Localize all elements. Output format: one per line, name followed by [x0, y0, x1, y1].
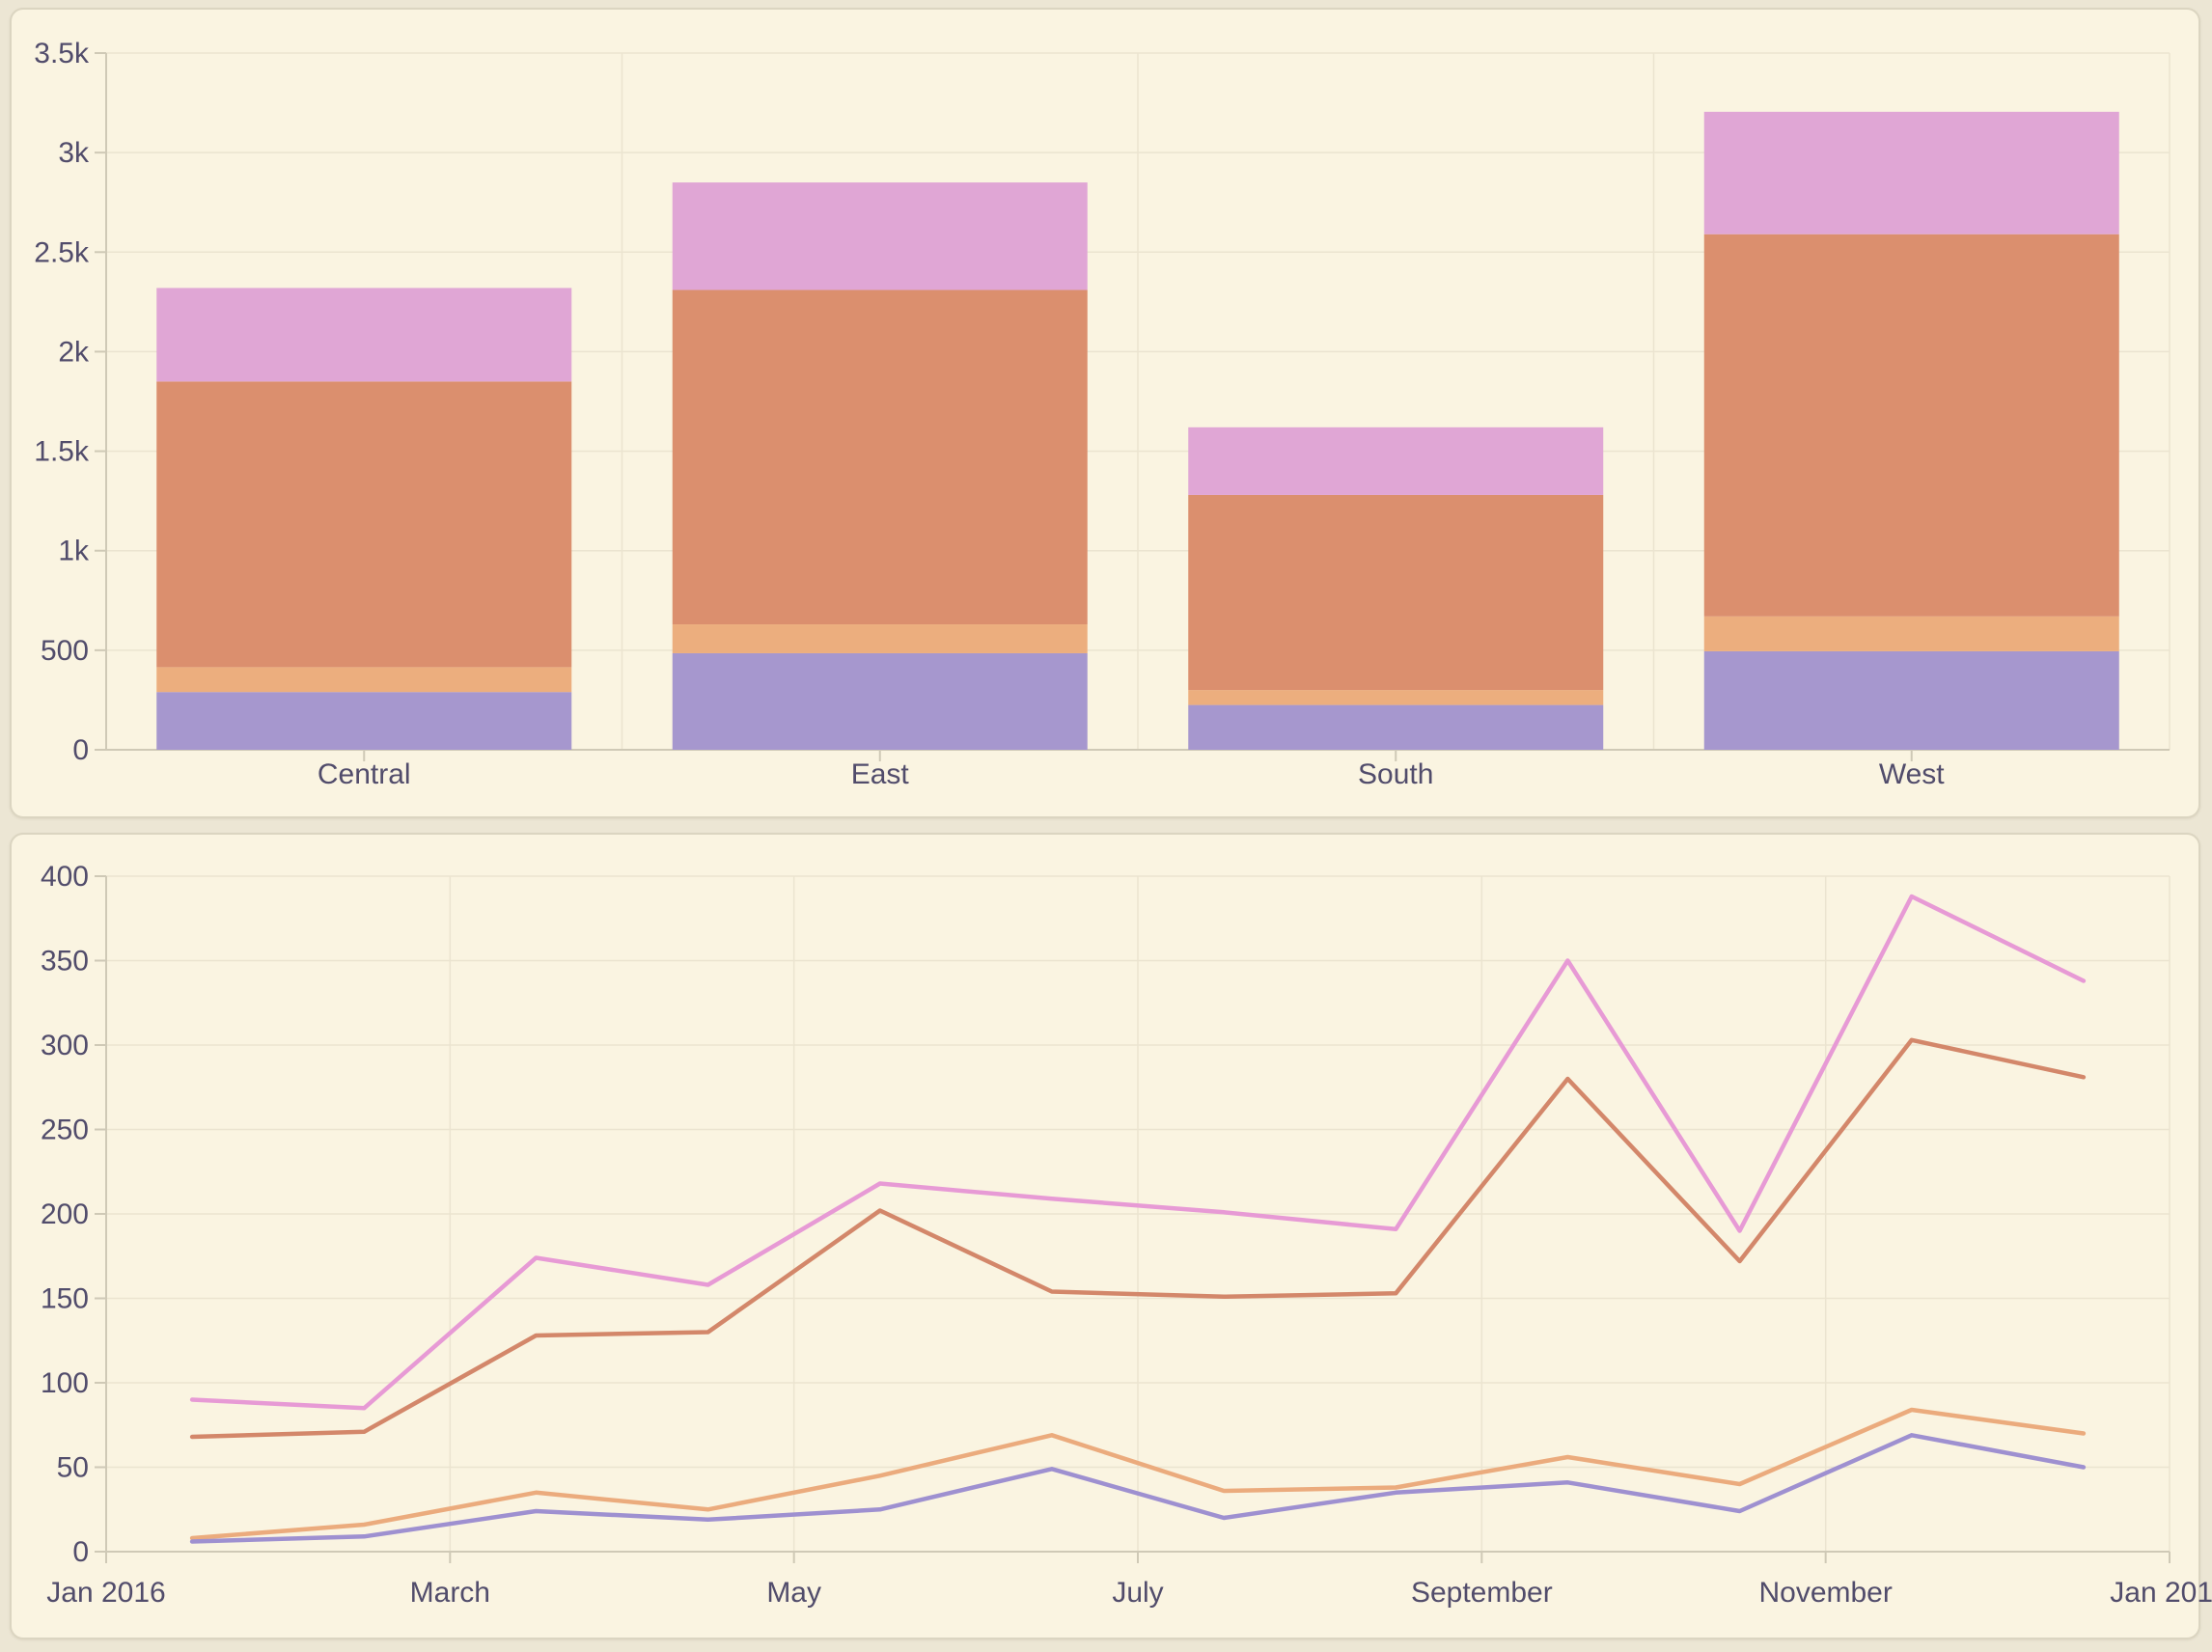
- x-axis-label: May: [766, 1577, 821, 1609]
- y-axis-label: 250: [41, 1115, 89, 1146]
- y-axis-label: 2k: [58, 336, 90, 368]
- x-axis-label: March: [410, 1577, 490, 1609]
- line-chart-card: [10, 833, 2200, 1639]
- y-axis-label: 3.5k: [34, 38, 90, 69]
- x-axis-label: Jan 2017: [2110, 1577, 2212, 1609]
- y-axis-label: 2.5k: [34, 236, 90, 268]
- x-axis-label: Central: [318, 758, 411, 790]
- x-axis-label: November: [1758, 1577, 1892, 1609]
- bar-segment-salmon-central[interactable]: [156, 381, 572, 668]
- line-series-purple[interactable]: [189, 1433, 2087, 1544]
- y-axis-label: 1.5k: [34, 436, 90, 468]
- bar-segment-salmon-south[interactable]: [1188, 494, 1604, 691]
- bar-segment-pink-east[interactable]: [672, 182, 1088, 290]
- y-axis-label: 1k: [58, 536, 90, 567]
- y-axis-label: 350: [41, 946, 89, 977]
- bar-segment-pink-central[interactable]: [156, 288, 572, 382]
- line-chart: 0 50 100 150 200 250 300 350 400 Jan 2016 March May…: [41, 861, 2212, 1609]
- x-axis-label: July: [1112, 1577, 1163, 1609]
- bar-segment-salmon-east[interactable]: [672, 289, 1088, 625]
- x-axis-label: West: [1879, 758, 1945, 790]
- bar-segment-purple-south[interactable]: [1188, 704, 1604, 750]
- bar-segment-purple-central[interactable]: [156, 692, 572, 750]
- line-series-terracotta[interactable]: [189, 1037, 2087, 1440]
- y-axis-label: 150: [41, 1283, 89, 1315]
- x-axis-label: Jan 2016: [46, 1577, 165, 1609]
- y-axis-label: 400: [41, 861, 89, 893]
- line-series-light-orange[interactable]: [189, 1407, 2087, 1541]
- bar-segment-light-orange-east[interactable]: [672, 624, 1088, 653]
- bar-segment-pink-south[interactable]: [1188, 427, 1604, 495]
- line-series-pink[interactable]: [189, 894, 2087, 1411]
- y-axis-label: 0: [72, 734, 89, 766]
- bar-segment-purple-east[interactable]: [672, 652, 1088, 750]
- y-axis-label: 300: [41, 1030, 89, 1061]
- y-axis-label: 50: [57, 1452, 89, 1484]
- x-axis-label: September: [1411, 1577, 1553, 1609]
- bar-segment-purple-west[interactable]: [1703, 650, 2119, 750]
- y-axis-label: 0: [72, 1536, 89, 1568]
- bar-segment-light-orange-central[interactable]: [156, 667, 572, 693]
- y-axis-label: 3k: [58, 137, 90, 169]
- bar-segment-salmon-west[interactable]: [1703, 234, 2119, 617]
- x-axis-label: South: [1358, 758, 1433, 790]
- y-axis-label: 100: [41, 1367, 89, 1399]
- bar-segment-light-orange-west[interactable]: [1703, 616, 2119, 651]
- bar-segment-light-orange-south[interactable]: [1188, 690, 1604, 705]
- y-axis-label: 500: [41, 635, 89, 667]
- x-axis-label: East: [851, 758, 910, 790]
- y-axis-label: 200: [41, 1198, 89, 1230]
- stacked-bar-chart: 0 500 1k 1.5k 2k 2.5k 3k 3.5k Central East South We…: [34, 38, 2171, 790]
- bar-segment-pink-west[interactable]: [1703, 111, 2119, 234]
